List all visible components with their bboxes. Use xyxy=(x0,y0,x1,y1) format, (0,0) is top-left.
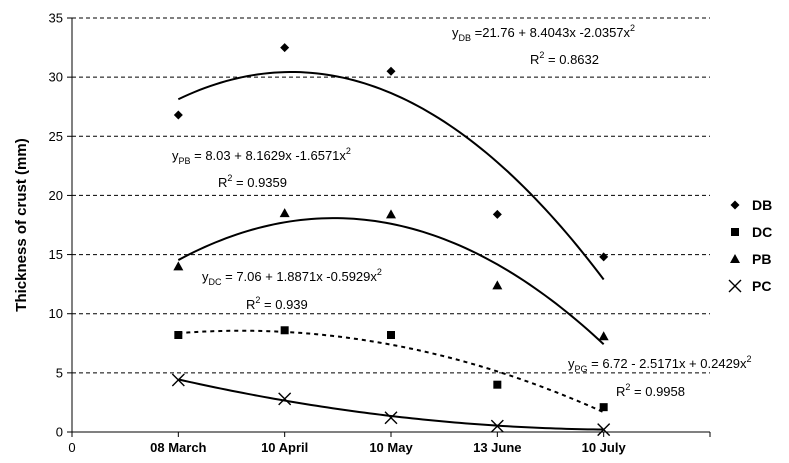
x-tick-label: 13 June xyxy=(473,440,521,455)
annotation-db-eq: yDB =21.76 + 8.4043x -2.0357x2 xyxy=(452,23,635,43)
annotation-pb-r2: R2 = 0.9359 xyxy=(218,173,287,190)
annotation-db-r2: R2 = 0.8632 xyxy=(530,50,599,67)
y-tick-label: 15 xyxy=(49,247,63,262)
data-point-pb xyxy=(279,208,290,218)
legend-marker-pc xyxy=(728,279,742,293)
x-tick-label: 10 May xyxy=(369,440,413,455)
data-point-db xyxy=(173,110,183,120)
x-tick-labels: 0 08 March 10 April 10 May 13 June 10 July xyxy=(68,432,711,455)
annotation-dc-r2: R2 = 0.939 xyxy=(246,295,308,312)
data-point-pb xyxy=(598,331,609,341)
y-tick-label: 35 xyxy=(49,11,63,26)
y-axis-label: Thickness of crust (mm) xyxy=(13,138,30,311)
x-tick-label: 0 xyxy=(68,440,75,455)
data-points xyxy=(171,43,611,437)
data-point-db xyxy=(280,43,290,53)
y-tick-label: 20 xyxy=(49,188,63,203)
trend-lines xyxy=(177,71,605,431)
annotation-dc-eq: yDC = 7.06 + 1.8871x -0.5929x2 xyxy=(202,267,382,287)
legend-label-pc: PC xyxy=(752,278,771,294)
data-point-pc xyxy=(171,373,185,387)
y-tick-label: 30 xyxy=(49,70,63,85)
data-point-pc xyxy=(278,392,292,406)
annotation-pb-eq: yPB = 8.03 + 8.1629x -1.6571x2 xyxy=(172,146,351,166)
legend-label-dc: DC xyxy=(752,224,772,240)
legend-marker-db xyxy=(730,200,740,210)
annotation-pc-r2: R2 = 0.9958 xyxy=(616,382,685,399)
data-point-dc xyxy=(599,403,608,412)
data-point-db xyxy=(386,66,396,76)
data-point-dc xyxy=(280,326,289,335)
data-point-pb xyxy=(492,280,503,290)
data-point-db xyxy=(599,252,609,262)
y-tick-label: 0 xyxy=(56,425,63,440)
x-tick-label: 08 March xyxy=(150,440,206,455)
data-point-db xyxy=(492,209,502,219)
y-tick-label: 5 xyxy=(56,365,63,380)
trend-line-pc xyxy=(178,378,604,431)
data-point-pc xyxy=(384,411,398,425)
data-point-dc xyxy=(387,331,395,340)
data-point-pc xyxy=(597,423,611,437)
trend-line-pb xyxy=(177,217,605,346)
trend-annotations: yDB =21.76 + 8.4043x -2.0357x2 R2 = 0.863… xyxy=(172,23,752,399)
legend-marker-dc xyxy=(731,228,739,236)
gridlines xyxy=(72,17,710,374)
legend-marker-pb xyxy=(730,254,740,263)
x-tick-label: 10 April xyxy=(261,440,308,455)
y-tick-label: 25 xyxy=(49,129,63,144)
y-tick-label: 10 xyxy=(49,306,63,321)
data-point-pb xyxy=(173,261,184,271)
data-point-pc xyxy=(490,419,504,433)
annotation-pc-eq: yPG = 6.72 - 2.5171x + 0.2429x2 xyxy=(568,354,752,374)
x-tick-label: 10 July xyxy=(582,440,627,455)
data-point-dc xyxy=(493,380,502,389)
legend-label-pb: PB xyxy=(752,251,771,267)
data-point-pb xyxy=(386,209,396,219)
trend-line-db xyxy=(177,71,605,281)
legend-label-db: DB xyxy=(752,197,772,213)
trend-line-dc xyxy=(178,329,605,414)
data-point-dc xyxy=(174,331,183,340)
legend: DB DC PB PC xyxy=(728,197,772,294)
y-tick-labels: 0 5 10 15 20 25 30 35 xyxy=(49,11,72,440)
